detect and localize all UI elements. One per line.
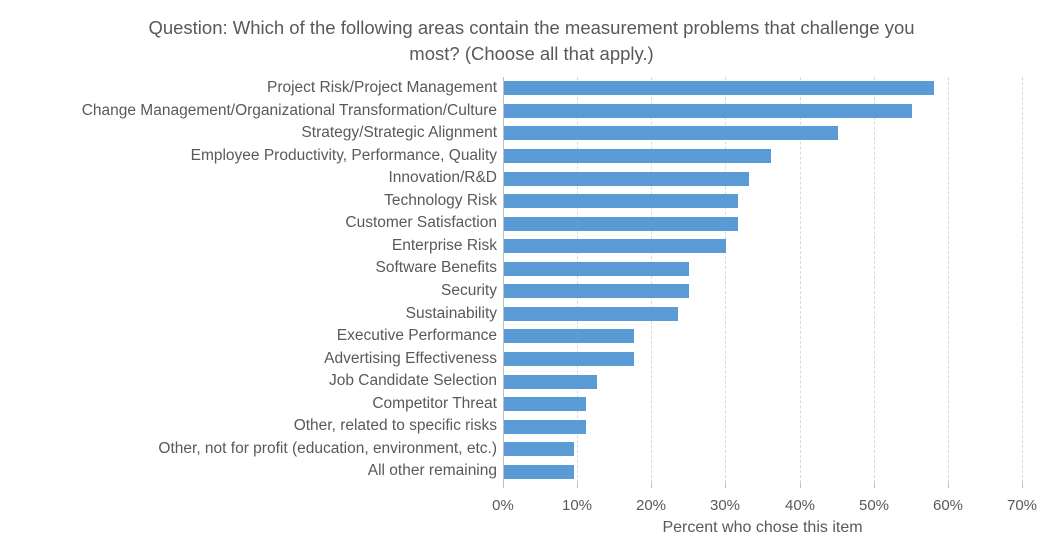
bar [504,81,935,96]
x-axis-tick-label: 40% [784,497,816,514]
x-axis-tick [800,483,801,488]
bar [504,374,597,389]
gridline [874,77,875,483]
category-label: Advertising Effectiveness [324,349,497,367]
category-label: Competitor Threat [372,394,497,412]
category-label: Change Management/Organizational Transfo… [81,101,497,119]
bar [504,464,575,479]
bar [504,329,634,344]
x-axis-tick [1022,483,1023,488]
gridline [800,77,801,483]
category-label: Customer Satisfaction [345,214,497,232]
x-axis-tick [651,483,652,488]
x-axis-tick-labels: 0% 10% 20% 30% 40% 50% 60% 70% [0,497,1063,517]
chart-title: Question: Which of the following areas c… [0,15,1063,67]
category-label: Executive Performance [336,327,497,345]
category-label: Software Benefits [375,259,497,277]
category-label: Strategy/Strategic Alignment [301,124,497,142]
category-label: Project Risk/Project Management [266,79,497,96]
category-label: Other, not for profit (education, enviro… [158,439,497,457]
gridline [1022,77,1023,483]
category-axis-line [503,77,504,483]
bar [504,103,912,118]
gridline [651,77,652,483]
gridline [577,77,578,483]
plot-area [503,77,1023,488]
x-axis-tick-label: 70% [1006,497,1038,514]
category-label: Security [441,282,497,299]
bar [504,239,727,254]
x-axis-title: Percent who chose this item [662,519,863,536]
category-axis-labels: Project Risk/Project Management Change Ma… [0,77,497,483]
bar [504,306,679,321]
bar [504,126,838,141]
bar [504,397,586,412]
x-axis-tick-label: 60% [932,497,964,514]
x-axis-tick-label: 0% [492,497,514,514]
x-axis-tick-label: 20% [635,497,667,514]
x-axis-tick-label: 50% [858,497,890,514]
x-axis-tick-label: 10% [561,497,593,514]
bar [504,261,690,276]
x-axis-tick [503,483,504,488]
category-label: Innovation/R&D [388,169,497,187]
gridline [948,77,949,483]
category-label: All other remaining [367,462,497,480]
x-axis-tick [725,483,726,488]
category-label: Job Candidate Selection [328,372,497,390]
category-label: Sustainability [405,304,497,322]
bar [504,216,738,231]
bar [504,442,575,457]
x-axis-tick [577,483,578,488]
x-axis-tick [874,483,875,488]
category-label: Technology Risk [384,191,497,209]
bar [504,194,738,209]
x-axis-tick-label: 30% [709,497,741,514]
x-axis-tick [948,483,949,488]
chart-title-text: Question: Which of the following areas c… [148,17,915,64]
bar [504,419,586,434]
bar [504,171,749,186]
category-label: Enterprise Risk [391,236,497,254]
category-label: Employee Productivity, Performance, Qual… [190,146,497,164]
bar [504,148,771,163]
bar [504,351,634,366]
gridline [725,77,726,483]
bar [504,284,690,299]
category-label: Other, related to specific risks [293,417,497,435]
